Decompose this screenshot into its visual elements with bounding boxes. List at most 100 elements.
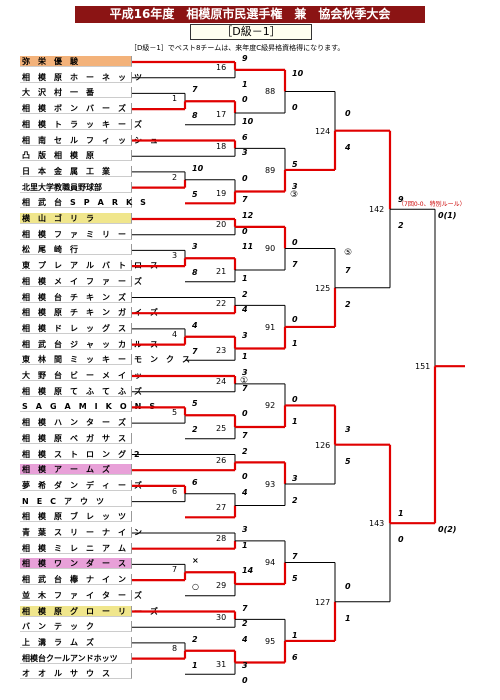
match-number: 151 xyxy=(415,362,431,372)
score: 0 xyxy=(292,103,298,113)
team-name: 大 沢 村 一 番 xyxy=(22,88,94,98)
match-number: 25 xyxy=(216,424,227,434)
score: 5 xyxy=(192,189,198,199)
team-row: 大 沢 村 一 番 xyxy=(20,87,132,99)
team-name: 弥 栄 優 駿 xyxy=(22,57,78,66)
team-name: 相 模 原 ホ ー ネ ッ ツ xyxy=(22,72,142,82)
score: 0 xyxy=(345,581,351,591)
score: 0 xyxy=(242,95,248,105)
team-row: 凸 版 相 模 原 xyxy=(20,150,132,162)
score: 3 xyxy=(242,525,248,534)
team-row: 大 野 台 ビ ー メ イ ッ xyxy=(20,370,142,381)
page-title: 平成16年度 相模原市民選手権 兼 協会秋季大会 xyxy=(75,6,425,23)
match-number: 30 xyxy=(216,612,227,622)
match-number: 29 xyxy=(216,581,227,591)
match-number: 8 xyxy=(172,643,178,653)
score: 1 xyxy=(192,660,198,670)
team-name: 相 模 原 チ キ ン ガ イ ズ xyxy=(22,308,158,318)
score: 2 xyxy=(242,289,248,299)
team-row: 並 木 フ ァ イ タ ー ズ xyxy=(20,589,142,601)
team-row: 上 溝 ラ ム ズ xyxy=(20,636,132,648)
score: 5 xyxy=(292,574,298,584)
match-number: 2 xyxy=(172,172,178,182)
score: ○ xyxy=(192,582,199,592)
team-name: 相 模 メ イ フ ァ ー ズ xyxy=(22,276,142,286)
score: 8 xyxy=(192,268,198,278)
score: 10 xyxy=(242,116,254,126)
score: 3 xyxy=(345,424,351,434)
team-name: オ オ ル サ ウ ス xyxy=(22,669,110,679)
team-row: 相 模 フ ァ ミ リ ー xyxy=(20,228,132,240)
match-number: 28 xyxy=(216,534,227,543)
team-row: N E C ア ウ ツ xyxy=(20,495,132,507)
score: 7 xyxy=(292,552,298,562)
score: 1 xyxy=(292,630,298,640)
score: 9 xyxy=(398,195,404,205)
score: 3 xyxy=(242,368,248,377)
match-number: 126 xyxy=(315,440,331,450)
team-name: 東 プ レ ア ル バ ト ロ ス xyxy=(22,261,158,271)
team-row: 相 模 原 ブ レ ッ ツ xyxy=(20,511,132,523)
team-name: 相 模 ス ト ロ ン グ 2 xyxy=(22,449,140,459)
score: 0 xyxy=(242,676,248,686)
match-number: 93 xyxy=(265,479,276,489)
score: 3 xyxy=(242,148,248,158)
team-name: 上 溝 ラ ム ズ xyxy=(22,637,94,647)
score: 7 xyxy=(242,383,248,393)
team-row: 相 模 原 て ふ て ふ ズ xyxy=(20,385,142,397)
match-number: 6 xyxy=(172,486,178,496)
match-number: 95 xyxy=(265,636,276,646)
score: 4 xyxy=(345,142,351,152)
walkover-mark: ① xyxy=(240,376,249,386)
team-row: 松 尾 崎 行 xyxy=(20,244,132,256)
score: 0 xyxy=(242,409,248,419)
score: 7 xyxy=(292,260,298,270)
score: 0 xyxy=(292,395,298,405)
match-number: 142 xyxy=(369,205,385,215)
score: 1 xyxy=(242,273,248,283)
team-name: 青 葉 ス リ ー ナ イ ン xyxy=(22,528,142,537)
score: 14 xyxy=(242,566,254,576)
match-number: 5 xyxy=(172,408,178,418)
score: 7 xyxy=(345,265,351,275)
match-number: 94 xyxy=(265,558,276,568)
team-row: 東 林 間 ミ ッ キ ー モ ン ク ス xyxy=(20,354,190,366)
match-number: 17 xyxy=(216,110,227,120)
match-number: 3 xyxy=(172,251,178,261)
team-row: 相模台クールアンドホッツ xyxy=(20,652,132,664)
score: 1 xyxy=(292,417,298,427)
team-row: 相 模 原 ベ ガ サ ス xyxy=(20,432,132,444)
score: 0 xyxy=(242,472,248,482)
match-number: 90 xyxy=(265,244,276,254)
team-row: 相 模 ミ レ ニ ア ム xyxy=(20,542,132,554)
team-name: 相 模 ア ー ム ズ xyxy=(22,465,110,475)
score: 4 xyxy=(242,487,248,497)
score: 1 xyxy=(242,352,248,362)
team-row: 相 模 原 チ キ ン ガ イ ズ xyxy=(20,307,158,319)
team-name: 日 本 金 属 工 業 xyxy=(22,166,110,176)
score: 10 xyxy=(292,69,304,79)
team-row: 相 模 原 ホ ー ネ ッ ツ xyxy=(20,71,142,83)
score: 9 xyxy=(242,54,248,63)
match-number: 88 xyxy=(265,87,276,97)
score: 4 xyxy=(242,634,248,644)
match-number: 91 xyxy=(265,322,276,332)
team-name: 相 模 ワ ン ダ ー ス xyxy=(22,559,126,569)
score: 2 xyxy=(242,446,248,456)
division-label: ［D級－1］ xyxy=(190,24,312,40)
team-row: 相 模 ト ラ ッ キ ー ズ xyxy=(20,118,142,130)
team-name: 相 模 原 ベ ガ サ ス xyxy=(22,433,126,443)
team-name: S A G A M I K O N S xyxy=(22,402,156,412)
team-name: 相 模 原 ブ レ ッ ツ xyxy=(22,512,126,522)
score: 6 xyxy=(192,477,198,487)
team-name: 相 模 フ ァ ミ リ ー xyxy=(22,229,126,239)
score: 2 xyxy=(242,619,248,629)
score: 10 xyxy=(192,163,204,173)
team-name: 相 武 台 欅 ナ イ ン xyxy=(22,575,126,585)
match-number: 26 xyxy=(216,455,227,465)
team-row: 相 模 原 グ ロ ー リ ー ズ xyxy=(20,605,158,617)
score: 5 xyxy=(192,399,198,409)
match-number: 24 xyxy=(216,377,227,386)
team-name: N E C ア ウ ツ xyxy=(22,496,105,506)
team-row: S A G A M I K O N S xyxy=(20,401,155,413)
